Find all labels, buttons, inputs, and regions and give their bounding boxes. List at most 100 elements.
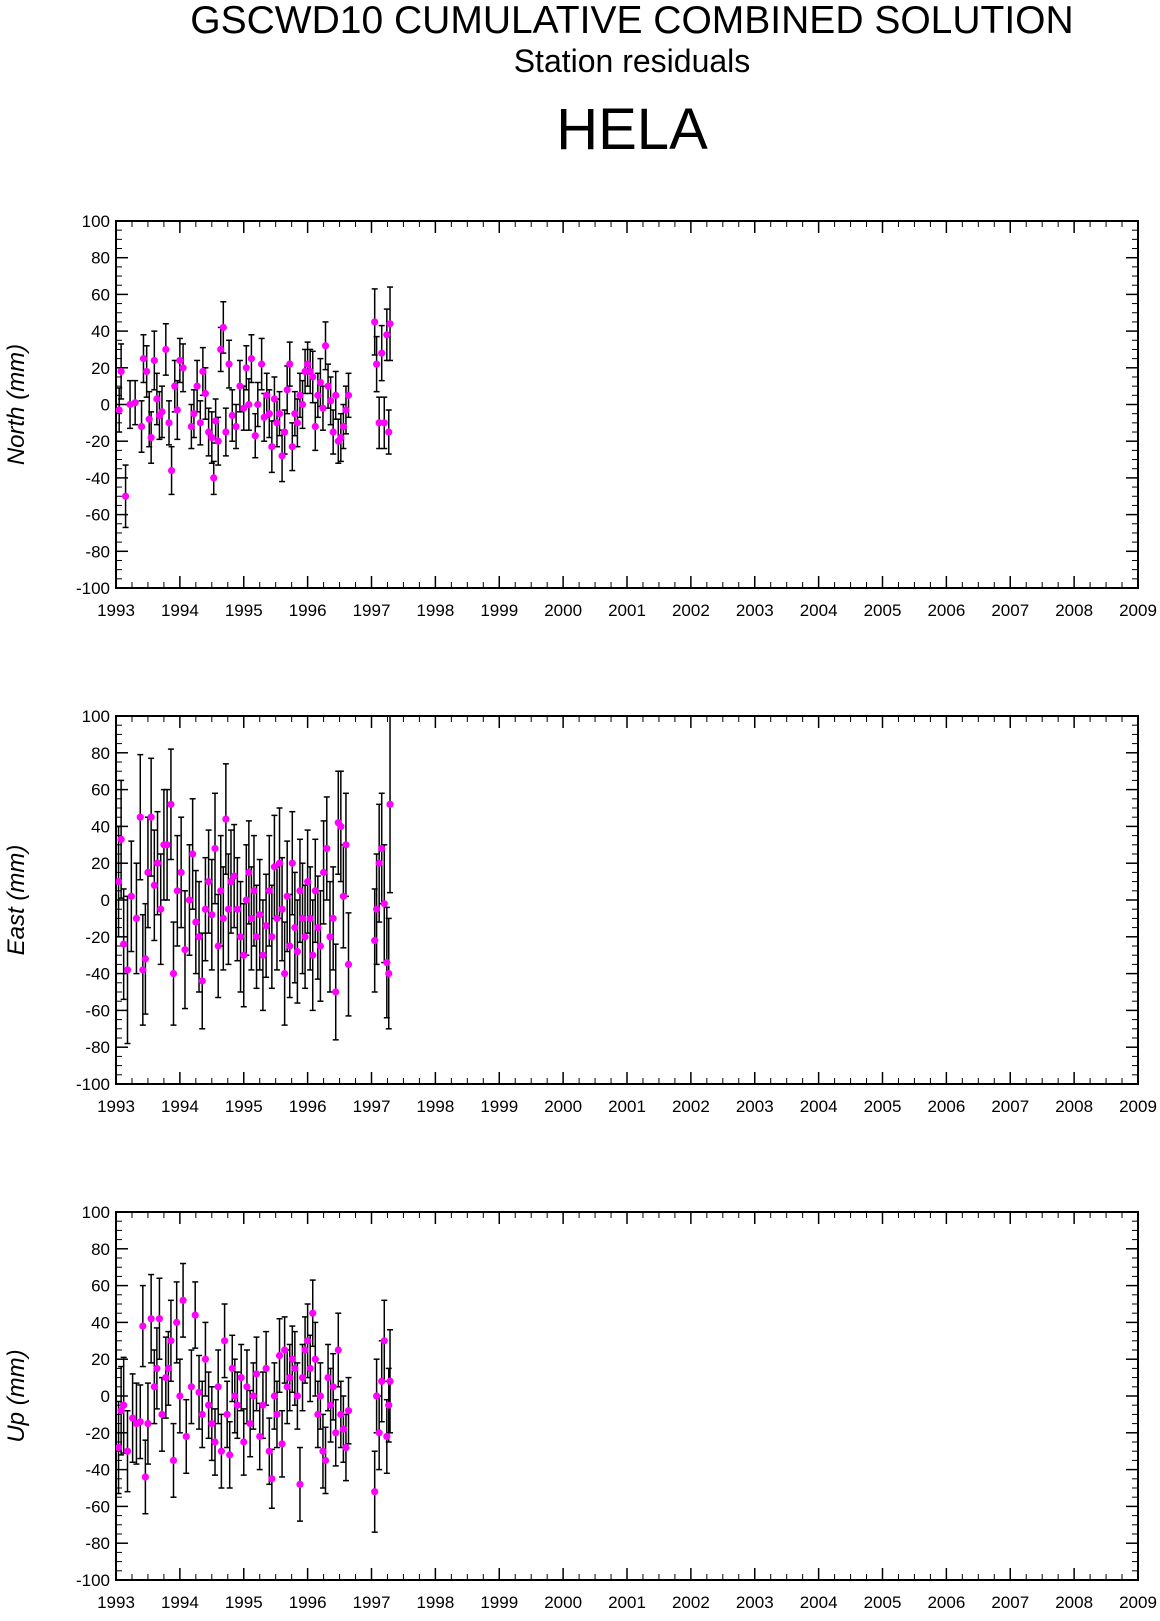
x-tick-label: 1994	[161, 1097, 199, 1116]
data-point	[158, 408, 166, 416]
data-point	[195, 1388, 203, 1396]
data-point	[117, 835, 125, 843]
data-point	[211, 844, 219, 853]
y-tick-label: 60	[91, 1277, 110, 1296]
data-point	[247, 355, 256, 363]
x-tick-label: 2001	[608, 601, 646, 620]
data-point	[198, 1410, 206, 1418]
data-point	[268, 1475, 276, 1483]
data-point	[242, 364, 250, 372]
data-point	[327, 397, 335, 405]
data-point	[233, 1401, 241, 1409]
chart-panel-3: 1993 1994 1995 1996 1997 1998 1999 2000 2001 2002…	[3, 1203, 1157, 1612]
data-point	[144, 1420, 152, 1428]
data-point	[116, 406, 123, 414]
data-point	[147, 813, 155, 821]
data-point	[314, 391, 322, 399]
data-point	[225, 360, 233, 368]
chart-panel-1: 1993 1994 1995 1996 1997 1998 1999 2000 2001 2002…	[3, 212, 1157, 620]
data-point	[120, 1401, 128, 1409]
data-point	[337, 1410, 345, 1418]
data-point	[332, 988, 340, 996]
data-point	[316, 1392, 324, 1400]
data-point	[201, 1355, 210, 1363]
x-tick-label: 2006	[927, 601, 965, 620]
data-point	[176, 1392, 184, 1400]
data-point	[296, 1480, 304, 1488]
data-point	[304, 360, 312, 368]
data-point	[222, 815, 230, 823]
x-tick-label: 2002	[672, 1097, 710, 1116]
data-point	[217, 345, 225, 354]
y-tick-label: -100	[76, 1571, 110, 1590]
data-point	[291, 1364, 299, 1372]
data-point	[143, 367, 151, 376]
x-tick-label: 1998	[416, 1097, 454, 1116]
data-point	[268, 443, 276, 451]
y-tick-label: 60	[91, 285, 110, 304]
data-point	[380, 900, 388, 908]
data-point	[309, 1309, 317, 1317]
main-title: GSCWD10 CUMULATIVE COMBINED SOLUTION	[190, 0, 1074, 42]
data-point	[278, 452, 286, 460]
y-tick-label: 80	[91, 249, 110, 268]
data-point	[373, 360, 381, 368]
data-point	[208, 433, 216, 442]
data-point	[169, 970, 178, 978]
x-tick-label: 1998	[416, 1593, 454, 1612]
data-point	[226, 1451, 234, 1459]
data-point	[286, 360, 294, 368]
data-point	[373, 1392, 381, 1400]
x-tick-label: 1995	[225, 601, 263, 620]
data-point	[337, 433, 345, 442]
data-point	[321, 1456, 330, 1464]
data-point	[373, 905, 381, 913]
data-point	[342, 406, 350, 414]
data-point	[283, 386, 291, 394]
data-point	[233, 905, 241, 913]
data-point	[211, 1438, 219, 1446]
data-series	[116, 286, 394, 529]
data-point	[342, 1443, 350, 1452]
data-point	[371, 1488, 379, 1496]
data-point	[323, 844, 331, 853]
data-point	[383, 958, 391, 967]
data-point	[139, 1322, 147, 1330]
data-point	[324, 1374, 332, 1382]
x-tick-label: 1999	[480, 1593, 518, 1612]
data-point	[273, 1410, 281, 1418]
data-point	[306, 914, 314, 923]
y-tick-label: 0	[101, 1387, 110, 1406]
x-tick-label: 1994	[161, 601, 199, 620]
data-point	[185, 896, 194, 904]
y-tick-label: 20	[91, 854, 110, 873]
data-point	[247, 914, 256, 923]
plot-frame	[115, 1211, 1139, 1581]
data-point	[296, 391, 304, 399]
y-tick-label: 40	[91, 817, 110, 836]
data-point	[283, 892, 291, 900]
data-point	[301, 367, 309, 376]
data-point	[385, 970, 393, 978]
data-point	[288, 1355, 296, 1363]
data-point	[116, 1443, 123, 1452]
data-point	[187, 422, 195, 431]
data-point	[167, 800, 175, 808]
data-point	[283, 1383, 291, 1391]
data-point	[327, 1401, 335, 1409]
data-point	[262, 922, 270, 930]
data-point	[386, 320, 394, 328]
x-tick-label: 2003	[736, 601, 774, 620]
data-point	[214, 1383, 222, 1391]
data-point	[245, 400, 253, 409]
data-point	[259, 1401, 267, 1409]
data-point	[265, 887, 273, 895]
x-tick-label: 2008	[1055, 601, 1093, 620]
data-point	[162, 345, 170, 354]
data-point	[378, 844, 386, 853]
data-point	[316, 942, 324, 950]
data-point	[337, 822, 345, 831]
data-point	[265, 1447, 273, 1455]
data-point	[158, 1410, 166, 1418]
x-tick-label: 1995	[225, 1097, 263, 1116]
